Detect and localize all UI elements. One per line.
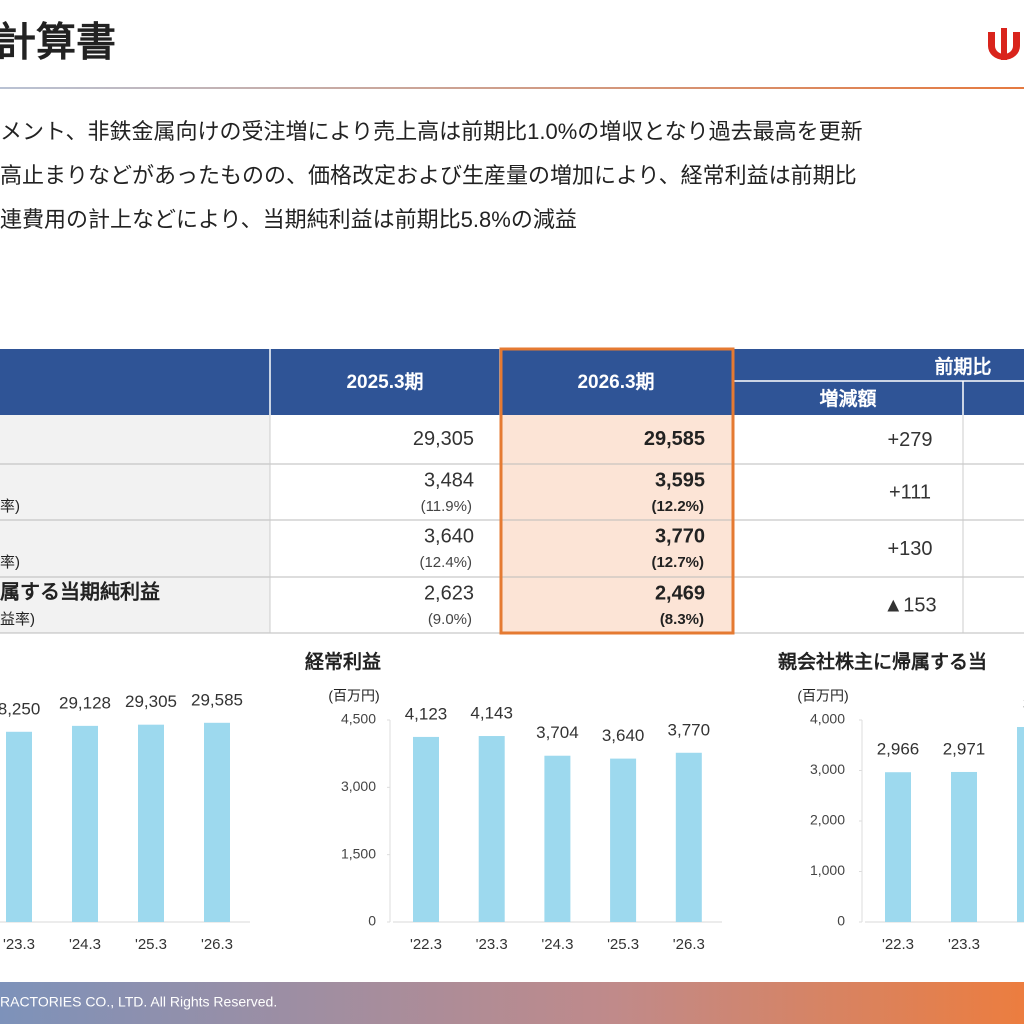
footer-bar	[0, 982, 1024, 1024]
prev-value: 3,640	[424, 525, 474, 547]
cur-value: 3,770	[655, 525, 705, 547]
cur-value: 29,585	[644, 428, 705, 450]
bar	[138, 724, 164, 922]
value-label: 3,640	[602, 726, 645, 745]
value-label: 2,966	[877, 740, 920, 759]
copyright: RACTORIES CO., LTD. All Rights Reserved.	[0, 994, 277, 1010]
bar	[544, 755, 571, 922]
y-tick-label: 1,500	[341, 845, 376, 861]
bar	[204, 722, 230, 922]
prev-value: 29,305	[413, 428, 474, 450]
label-column	[0, 415, 270, 633]
x-tick-label: '23.3	[3, 936, 35, 953]
cur-value: 3,595	[655, 469, 705, 491]
value-label: 29,585	[191, 690, 243, 709]
bar	[413, 736, 439, 922]
value-label: 3,770	[668, 720, 711, 739]
x-tick-label: '23.3	[948, 936, 980, 953]
logo	[988, 28, 1020, 60]
x-tick-label: '24.3	[69, 936, 101, 953]
row-sublabel: 率)	[0, 554, 20, 571]
value-label: 3,704	[536, 723, 579, 742]
prev-value: 2,623	[424, 582, 474, 604]
y-tick-label: 4,500	[341, 711, 376, 727]
x-tick-label: '25.3	[607, 936, 639, 953]
bullet: メント、非鉄金属向けの受注増により売上高は前期比1.0%の増収となり過去最高を更…	[0, 119, 863, 144]
chart-title: 経常利益	[305, 650, 381, 673]
bar	[885, 772, 911, 922]
y-tick-label: 2,000	[810, 812, 845, 828]
column-header: 2025.3期	[346, 371, 423, 393]
unit-label: (百万円)	[797, 688, 848, 704]
prev-rate: (11.9%)	[421, 498, 472, 515]
value-label: 4,143	[470, 704, 513, 723]
y-tick-label: 4,000	[810, 711, 845, 727]
bar	[72, 725, 98, 922]
bar	[6, 731, 32, 922]
y-tick-label: 3,000	[341, 778, 376, 794]
title: 計算書	[0, 21, 116, 65]
highlight-border	[499, 347, 735, 635]
header-rule	[0, 87, 1024, 89]
value-label: 4,123	[405, 704, 448, 723]
sub-header: 増減額	[819, 387, 876, 410]
row-sublabel: 益率)	[0, 611, 35, 628]
table-header	[0, 349, 1024, 415]
prev-value: 3,484	[424, 469, 474, 491]
value-label: 2,971	[943, 739, 986, 758]
x-tick-label: '22.3	[410, 936, 442, 953]
bar	[951, 771, 977, 922]
bar	[478, 736, 505, 922]
x-tick-label: '26.3	[201, 936, 233, 953]
unit-label: (百万円)	[328, 688, 379, 704]
x-tick-label: '25.3	[135, 936, 167, 953]
y-tick-label: 0	[368, 913, 376, 929]
y-tick-label: 3,000	[810, 761, 845, 777]
diff-value: ▲153	[883, 594, 936, 616]
x-tick-label: '24.3	[541, 936, 573, 953]
cur-rate: (8.3%)	[660, 611, 704, 628]
row-label: 属する当期純利益	[0, 579, 160, 603]
prev-rate: (9.0%)	[428, 611, 472, 628]
bar	[675, 752, 702, 922]
value-label: 3,	[1023, 695, 1024, 714]
y-tick-label: 1,000	[810, 862, 845, 878]
row-sublabel: 率)	[0, 498, 20, 515]
diff-value: +279	[887, 429, 932, 451]
column-header: 2026.3期	[577, 371, 654, 393]
y-tick-label: 0	[837, 913, 845, 929]
x-tick-label: '22.3	[882, 936, 914, 953]
value-label: 29,128	[59, 693, 111, 712]
group-header: 前期比	[934, 355, 991, 378]
cur-value: 2,469	[655, 582, 705, 604]
x-tick-label: '26.3	[673, 936, 705, 953]
prev-rate: (12.4%)	[419, 554, 472, 571]
chart-title: 親会社株主に帰属する当	[778, 650, 987, 673]
cur-rate: (12.7%)	[651, 554, 704, 571]
bullet: 連費用の計上などにより、当期純利益は前期比5.8%の減益	[0, 207, 577, 232]
bullet: 高止まりなどがあったものの、価格改定および生産量の増加により、経常利益は前期比	[0, 163, 857, 188]
diff-value: +111	[889, 481, 931, 503]
highlight-column	[500, 415, 733, 633]
cur-rate: (12.2%)	[651, 498, 704, 515]
x-tick-label: '23.3	[476, 936, 508, 953]
bar	[1017, 727, 1024, 922]
value-label: 29,305	[125, 692, 177, 711]
diff-value: +130	[887, 538, 932, 560]
value-label: 8,250	[0, 699, 40, 718]
bar	[610, 758, 637, 922]
